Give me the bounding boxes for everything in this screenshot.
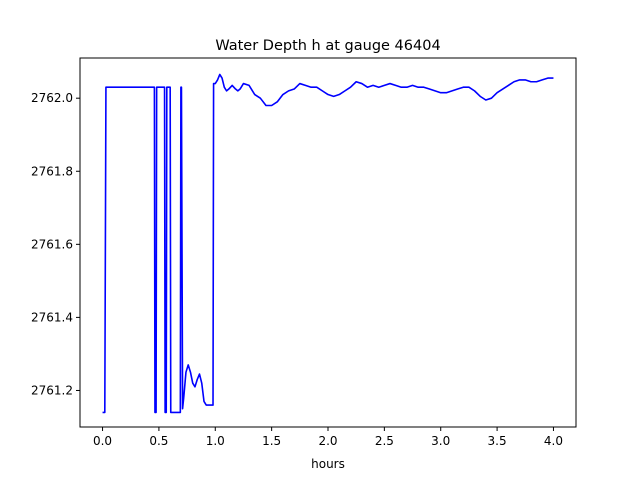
x-tick-label: 2.5 (375, 434, 394, 448)
y-tick-label: 2761.4 (31, 310, 73, 324)
chart-title: Water Depth h at gauge 46404 (215, 38, 440, 54)
x-tick-label: 4.0 (544, 434, 563, 448)
x-axis-label: hours (311, 457, 345, 471)
x-axis-ticks: 0.0 0.5 1.0 1.5 2.0 2.5 3.0 3.5 4.0 (93, 427, 563, 448)
y-tick-label: 2761.8 (31, 164, 73, 178)
series-line-0 (102, 73, 554, 414)
x-tick-label: 1.0 (206, 434, 225, 448)
series-layer (102, 73, 554, 414)
x-tick-label: 1.5 (262, 434, 281, 448)
x-tick-label: 3.0 (431, 434, 450, 448)
x-tick-label: 0.5 (149, 434, 168, 448)
y-tick-label: 2762.0 (31, 91, 73, 105)
y-tick-label: 2761.2 (31, 383, 73, 397)
plot-area (80, 58, 576, 427)
y-axis-ticks: 2761.2 2761.4 2761.6 2761.8 2762.0 (31, 91, 80, 397)
x-tick-label: 3.5 (488, 434, 507, 448)
x-tick-label: 0.0 (93, 434, 112, 448)
y-tick-label: 2761.6 (31, 237, 73, 251)
x-tick-label: 2.0 (318, 434, 337, 448)
